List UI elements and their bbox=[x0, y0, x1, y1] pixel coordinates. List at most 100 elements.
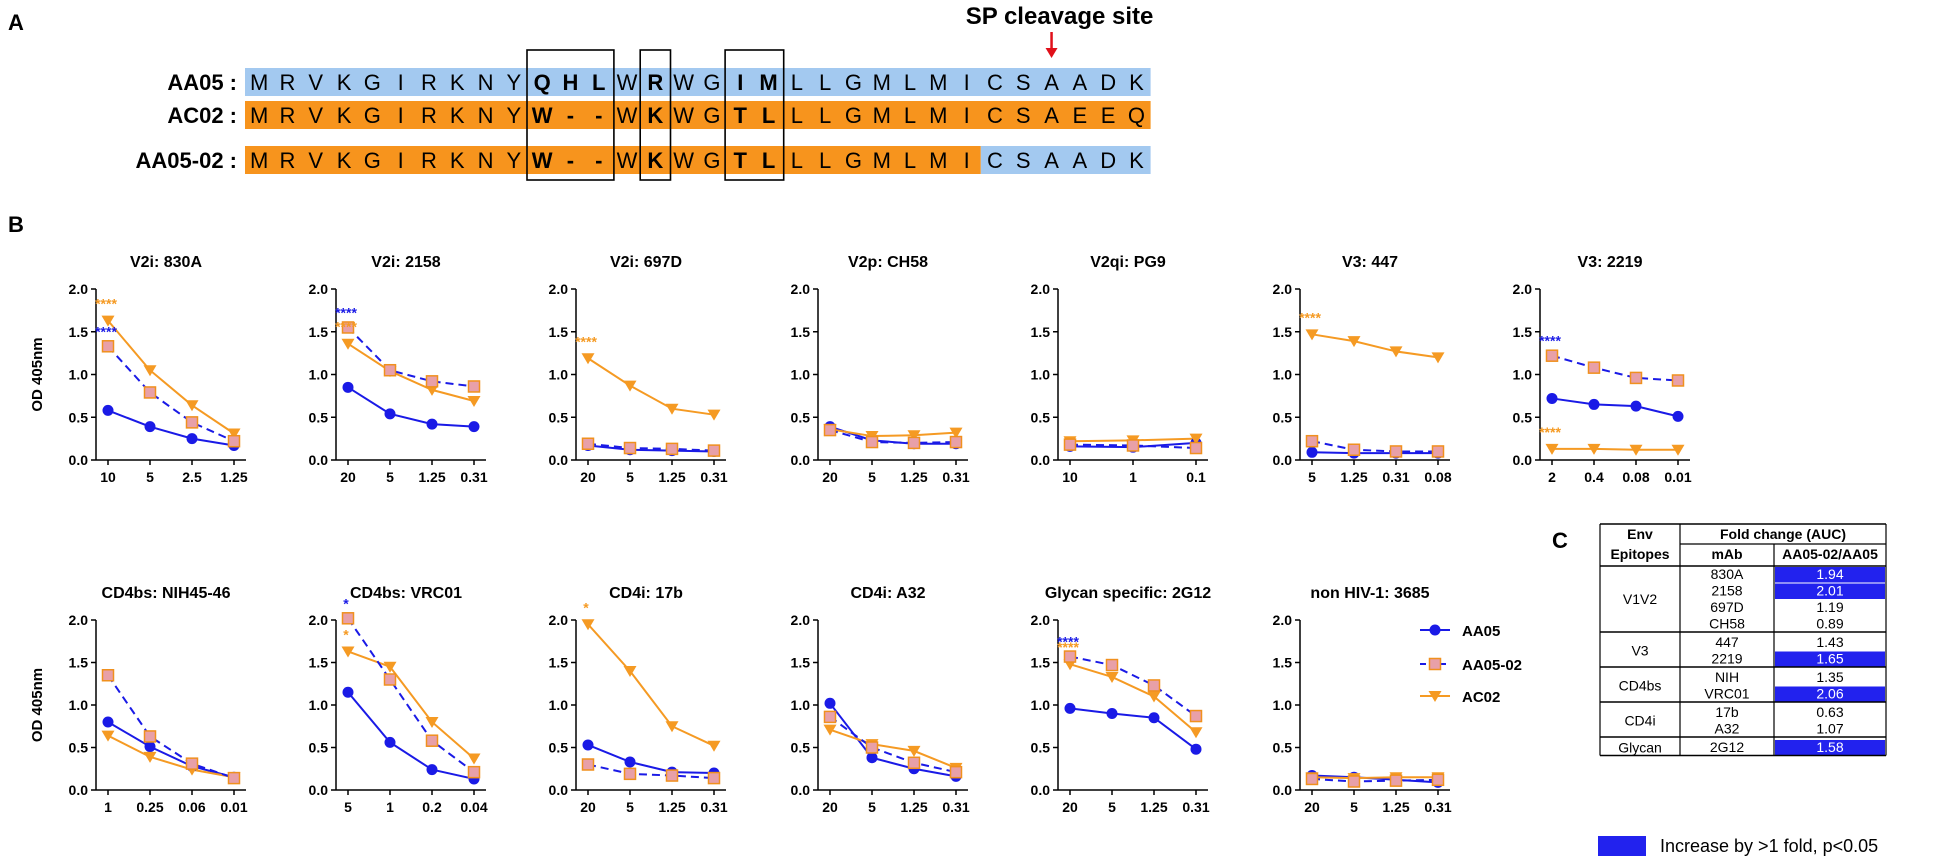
sequence-bg bbox=[245, 101, 1151, 129]
point-aa05-02 bbox=[227, 771, 241, 785]
point-aa05 bbox=[1148, 712, 1160, 724]
table-mab: 697D bbox=[1710, 599, 1743, 615]
residue: N bbox=[478, 70, 494, 95]
legend-marker-aa05-02 bbox=[1428, 657, 1442, 671]
residue: L bbox=[791, 70, 803, 95]
y-tick-label: 1.0 bbox=[1031, 697, 1051, 713]
sequence-bg bbox=[245, 146, 981, 174]
y-tick-label: 0.5 bbox=[1273, 740, 1293, 756]
y-tick-label: 1.0 bbox=[309, 697, 329, 713]
point-aa05 bbox=[1546, 392, 1558, 404]
residue: K bbox=[450, 103, 465, 128]
x-tick-label: 10 bbox=[100, 469, 116, 485]
series-line-aa05 bbox=[347, 691, 475, 780]
point-ac02 bbox=[907, 745, 921, 757]
y-tick-label: 2.0 bbox=[791, 612, 811, 628]
point-aa05-02 bbox=[865, 435, 879, 449]
residue: M bbox=[873, 103, 891, 128]
significance-stars: * bbox=[583, 599, 589, 615]
x-tick-label: 1.25 bbox=[1382, 799, 1409, 815]
significance-stars: **** bbox=[575, 333, 597, 349]
series-line-ac02 bbox=[1069, 663, 1197, 733]
residue: D bbox=[1100, 70, 1116, 95]
significance-stars: **** bbox=[1539, 424, 1561, 440]
residue: Y bbox=[507, 70, 522, 95]
significance-stars: **** bbox=[95, 323, 117, 339]
x-tick-label: 1.25 bbox=[900, 469, 927, 485]
residue: M bbox=[250, 148, 268, 173]
residue: Q bbox=[534, 70, 551, 95]
residue: S bbox=[1016, 70, 1031, 95]
residue: G bbox=[703, 148, 720, 173]
point-aa05 bbox=[1630, 400, 1642, 412]
y-tick-label: 1.5 bbox=[791, 655, 811, 671]
point-ac02 bbox=[581, 353, 595, 365]
residue: M bbox=[929, 70, 947, 95]
chart-title: V2i: 697D bbox=[610, 254, 682, 271]
point-aa05-02 bbox=[101, 340, 115, 353]
sequence-bg bbox=[980, 146, 1151, 174]
residue: K bbox=[337, 148, 352, 173]
y-tick-label: 1.0 bbox=[1273, 697, 1293, 713]
series-line-aa05-02 bbox=[107, 674, 235, 780]
table-mab: 2158 bbox=[1711, 583, 1742, 599]
y-tick-label: 0.0 bbox=[791, 452, 811, 468]
significance-stars: **** bbox=[335, 304, 357, 320]
residue: R bbox=[280, 70, 296, 95]
point-aa05-02 bbox=[823, 423, 837, 437]
residue: L bbox=[904, 103, 916, 128]
chart-title: Glycan specific: 2G12 bbox=[1045, 585, 1211, 602]
point-ac02 bbox=[1147, 691, 1161, 703]
x-tick-label: 20 bbox=[580, 799, 596, 815]
series-line-aa05-02 bbox=[829, 429, 957, 444]
table-header-ratio: AA05-02/AA05 bbox=[1782, 546, 1878, 562]
series-line-ac02 bbox=[1552, 447, 1678, 451]
x-tick-label: 1 bbox=[386, 799, 394, 815]
point-ac02 bbox=[1545, 443, 1559, 455]
table-mab: 17b bbox=[1715, 704, 1739, 720]
point-ac02 bbox=[949, 427, 963, 439]
residue: K bbox=[450, 70, 465, 95]
x-tick-label: 20 bbox=[822, 799, 838, 815]
point-aa05-02 bbox=[1063, 650, 1077, 663]
residue: I bbox=[398, 103, 404, 128]
point-ac02 bbox=[467, 396, 481, 408]
series-line-ac02 bbox=[107, 319, 235, 435]
point-aa05-02 bbox=[143, 386, 157, 399]
highlight-cell bbox=[1775, 740, 1885, 756]
residue: I bbox=[398, 70, 404, 95]
residue: - bbox=[567, 103, 574, 128]
legend-marker-ac02 bbox=[1428, 691, 1442, 702]
residue: L bbox=[762, 148, 775, 173]
significance-stars: **** bbox=[1299, 309, 1321, 325]
legend-marker-aa05 bbox=[1429, 624, 1441, 636]
y-tick-label: 2.0 bbox=[1031, 612, 1051, 628]
point-ac02 bbox=[1629, 444, 1643, 456]
series-line-aa05-02 bbox=[1311, 777, 1439, 783]
point-aa05-02 bbox=[467, 765, 481, 779]
point-aa05-02 bbox=[1629, 371, 1643, 385]
y-tick-label: 1.5 bbox=[549, 324, 569, 340]
cleavage-site-label: SP cleavage site bbox=[966, 3, 1154, 30]
x-tick-label: 1.25 bbox=[658, 469, 685, 485]
series-line-aa05-02 bbox=[1069, 655, 1197, 717]
table-fold-value: 2.06 bbox=[1816, 686, 1843, 702]
x-tick-label: 20 bbox=[580, 469, 596, 485]
significance-stars: **** bbox=[1057, 639, 1079, 655]
x-tick-label: 1.25 bbox=[658, 799, 685, 815]
point-ac02 bbox=[341, 646, 355, 658]
series-line-aa05 bbox=[587, 444, 715, 453]
residue: G bbox=[364, 70, 381, 95]
residue: A bbox=[1044, 148, 1059, 173]
x-tick-label: 5 bbox=[1108, 799, 1116, 815]
x-tick-label: 1 bbox=[104, 799, 112, 815]
residue: W bbox=[617, 103, 638, 128]
y-tick-label: 1.5 bbox=[1031, 655, 1051, 671]
residue: K bbox=[1129, 70, 1144, 95]
point-ac02 bbox=[1389, 346, 1403, 358]
y-tick-label: 0.5 bbox=[1513, 409, 1533, 425]
series-line-aa05-02 bbox=[107, 345, 235, 443]
table-fold-value: 0.89 bbox=[1816, 616, 1843, 632]
y-tick-label: 0.0 bbox=[549, 782, 569, 798]
